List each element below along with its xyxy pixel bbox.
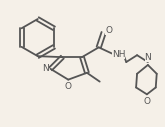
Text: NH: NH <box>112 50 125 59</box>
Text: N: N <box>42 64 49 73</box>
Text: O: O <box>143 97 150 106</box>
Text: N: N <box>145 53 151 62</box>
Text: O: O <box>65 82 72 91</box>
Text: O: O <box>105 26 112 35</box>
